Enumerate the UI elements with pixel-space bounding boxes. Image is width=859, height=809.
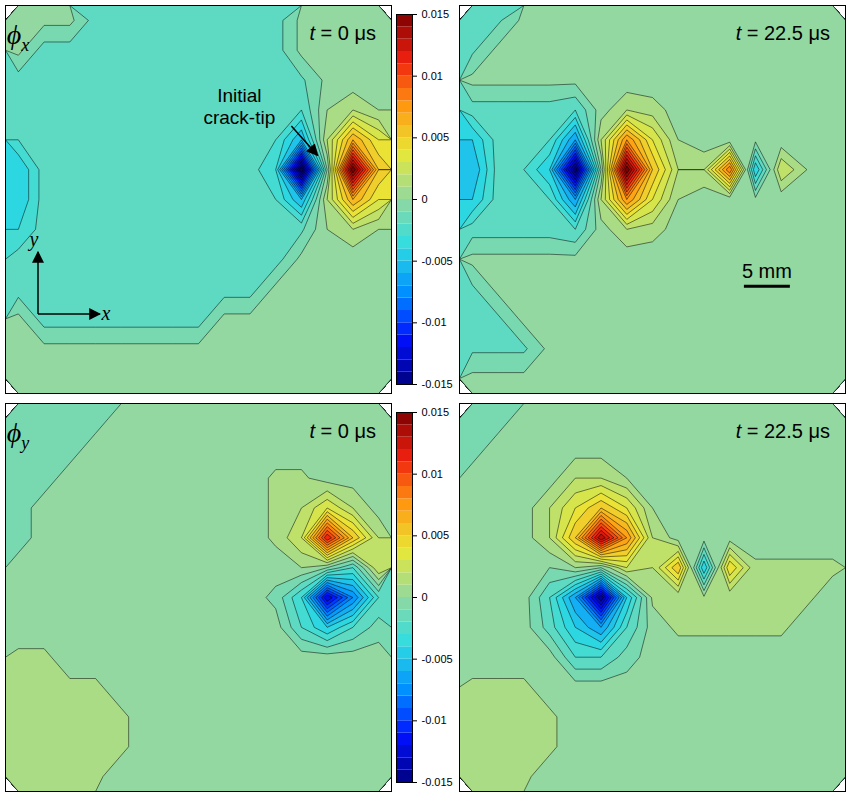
svg-text:0: 0 bbox=[422, 193, 428, 205]
svg-text:0.015: 0.015 bbox=[422, 406, 450, 418]
svg-text:x: x bbox=[101, 302, 111, 324]
svg-text:-0.015: -0.015 bbox=[422, 378, 453, 390]
svg-text:0.015: 0.015 bbox=[422, 8, 450, 20]
svg-text:t = 22.5 μs: t = 22.5 μs bbox=[736, 420, 830, 442]
svg-text:-0.015: -0.015 bbox=[422, 776, 453, 788]
svg-text:-0.01: -0.01 bbox=[422, 316, 447, 328]
svg-text:0: 0 bbox=[422, 591, 428, 603]
svg-text:0.01: 0.01 bbox=[422, 468, 443, 480]
svg-text:-0.005: -0.005 bbox=[422, 653, 453, 665]
svg-text:-0.005: -0.005 bbox=[422, 255, 453, 267]
svg-text:Initialcrack-tip: Initialcrack-tip bbox=[203, 85, 275, 128]
svg-text:t = 0 μs: t = 0 μs bbox=[309, 420, 376, 442]
svg-text:y: y bbox=[28, 228, 39, 251]
svg-text:0.005: 0.005 bbox=[422, 131, 450, 143]
svg-text:t = 0 μs: t = 0 μs bbox=[309, 22, 376, 44]
svg-text:0.01: 0.01 bbox=[422, 70, 443, 82]
svg-text:ϕy: ϕy bbox=[7, 417, 30, 453]
svg-text:ϕx: ϕx bbox=[7, 19, 30, 55]
svg-text:0.005: 0.005 bbox=[422, 529, 450, 541]
svg-text:t = 22.5 μs: t = 22.5 μs bbox=[736, 22, 830, 44]
svg-text:5 mm: 5 mm bbox=[742, 260, 792, 282]
svg-text:-0.01: -0.01 bbox=[422, 714, 447, 726]
